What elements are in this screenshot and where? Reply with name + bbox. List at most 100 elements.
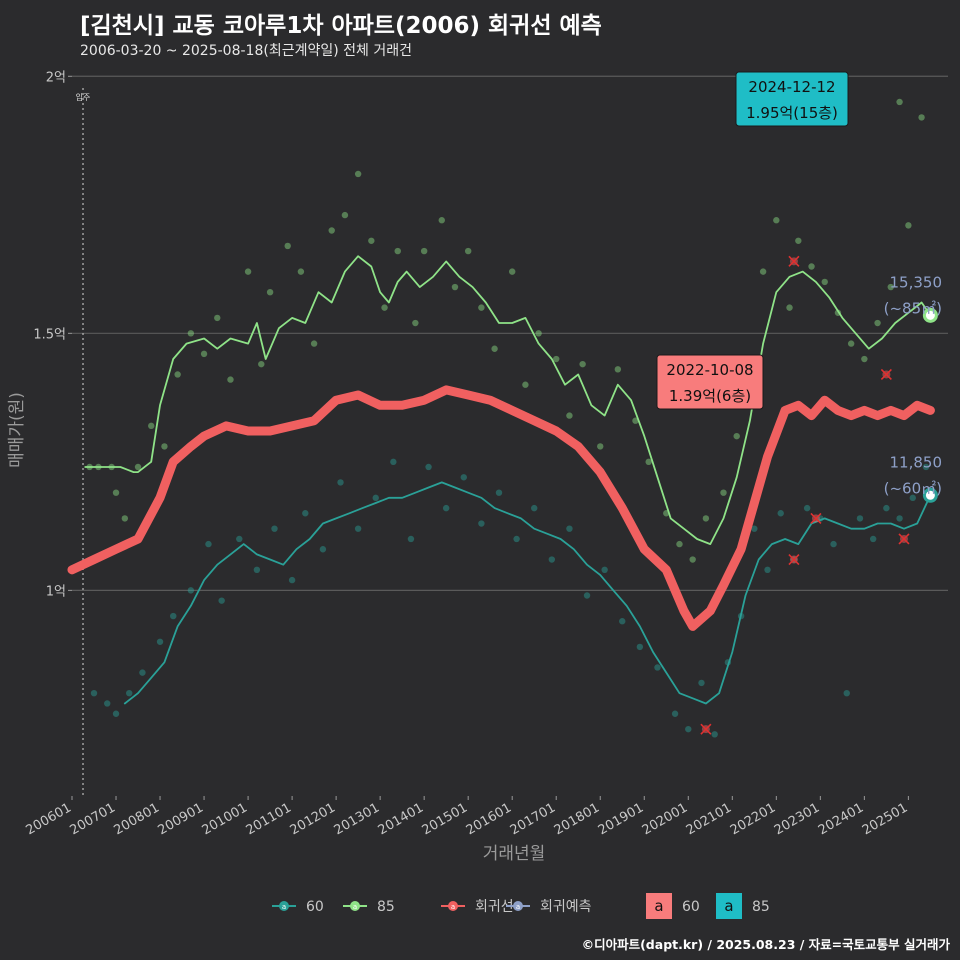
scatter-point-85 [412, 319, 419, 327]
scatter-point-85 [887, 283, 894, 291]
scatter-point-60 [764, 566, 771, 574]
y-tick-label: 2억 [46, 70, 66, 85]
y-axis-ticks: 1억 1.5억 2억 [33, 70, 72, 599]
x-tick-label: 201101 [244, 800, 294, 838]
annotation-box [656, 354, 764, 410]
scatter-point-60 [896, 515, 903, 522]
legend-box-label: 60 [682, 899, 700, 915]
scatter-point-85 [773, 217, 780, 224]
end-marker-85 [922, 307, 938, 323]
regression-cross-mark [700, 723, 712, 735]
scatter-point-85 [720, 489, 727, 496]
scatter-point-60 [271, 525, 278, 532]
legend-label: 회귀선 [475, 899, 514, 915]
scatter-point-60 [425, 463, 432, 471]
scatter-point-60 [698, 679, 705, 687]
scatter-point-85 [702, 515, 710, 522]
end-label-area-85: (~85㎡) [884, 299, 942, 317]
scatter-point-85 [847, 340, 855, 347]
scatter-point-85 [214, 314, 221, 322]
end-labels: 15,350 (~85㎡) 11,850 (~60㎡) [884, 273, 943, 503]
legend-box [716, 893, 742, 919]
scatter-point-85 [161, 443, 168, 450]
end-label-area-60: (~60㎡) [884, 479, 942, 497]
legend-glyph: a [451, 903, 455, 911]
x-tick-label: 202501 [860, 800, 910, 838]
legend-dot [279, 901, 289, 911]
annotation-box [735, 71, 849, 127]
scatter-point-60 [442, 504, 450, 512]
scatter-point-60 [126, 689, 133, 697]
x-tick-label: 201201 [288, 800, 338, 838]
scatter-point-85 [368, 237, 375, 244]
x-tick-label: 201601 [464, 800, 514, 838]
scatter-point-60 [407, 535, 415, 543]
scatter-point-85 [341, 211, 349, 219]
scatter-point-85 [645, 458, 652, 466]
scatter-point-85 [491, 345, 498, 352]
scatter-point-60 [685, 725, 692, 733]
x-tick-label: 201701 [508, 800, 558, 838]
x-tick-label: 201801 [552, 800, 602, 838]
regression-cross [898, 533, 910, 545]
x-tick-label: 200601 [24, 800, 74, 838]
scatter-point-60 [156, 638, 164, 645]
legend-box-item: a 85 [716, 893, 770, 919]
chart-subtitle: 2006-03-20 ~ 2025-08-18(최근계약일) 전체 거래건 [80, 43, 412, 59]
scatter-point-85 [795, 237, 802, 244]
scatter-point-60 [909, 494, 916, 502]
scatter-point-85 [509, 268, 516, 275]
x-tick-label: 202101 [684, 800, 734, 838]
annotation-value: 1.95억(15층) [746, 104, 838, 122]
series-line-60 [123, 481, 932, 705]
chart-title: [김천시] 교동 코아루1차 아파트(2006) 회귀선 예측 [80, 13, 602, 39]
scatter-point-85 [420, 247, 428, 255]
scatter-point-85 [112, 489, 120, 496]
x-tick-label: 201901 [596, 800, 646, 838]
y-tick-label: 1.5억 [33, 327, 66, 342]
x-tick-label: 201501 [420, 800, 470, 838]
scatter-point-60 [187, 587, 195, 594]
x-axis-ticks: 2006012007012008012009012010012011012012… [24, 796, 910, 838]
scatter-point-85 [381, 304, 388, 311]
scatter-point-85 [808, 263, 815, 270]
scatter-point-60 [830, 540, 837, 548]
legend-item: a 85 [343, 899, 395, 915]
scatter-point-85 [394, 247, 401, 255]
series-lines [67, 255, 935, 705]
scatter-point-60 [390, 458, 397, 466]
end-label-price-60: 11,850 [890, 453, 943, 471]
scatter-point-85 [566, 412, 573, 419]
x-tick-label: 201401 [376, 800, 426, 838]
scatter-point-85 [328, 227, 335, 234]
scatter-point-60 [566, 525, 573, 532]
scatter-point-85 [284, 242, 291, 250]
scatter-point-85 [227, 376, 234, 383]
scatter-point-60 [236, 535, 243, 543]
scatter-point-60 [636, 643, 644, 651]
legend-label: 회귀예측 [540, 899, 592, 915]
legend-glyph: a [282, 903, 286, 911]
annotations: 2024-12-12 1.95억(15층) 2022-10-08 1.39억(6층) [656, 71, 849, 410]
scatter-point-85 [438, 217, 445, 224]
scatter-point-85 [354, 170, 362, 178]
regression-cross [810, 512, 822, 524]
x-tick-label: 200901 [156, 800, 206, 838]
regression-cross [880, 368, 892, 381]
scatter-point-60 [619, 618, 626, 625]
end-label-price-85: 15,350 [890, 273, 943, 291]
scatter-point-85 [786, 304, 793, 311]
scatter-point-60 [856, 515, 864, 522]
scatter-point-60 [354, 525, 362, 532]
regression-cross-mark [880, 368, 892, 381]
y-tick-label: 1억 [46, 584, 66, 599]
scatter-point-85 [905, 222, 912, 229]
annotation-value: 1.39억(6층) [669, 387, 751, 405]
y-axis-title: 매매가(원) [7, 392, 27, 468]
x-tick-label: 200801 [112, 800, 162, 838]
scatter-point-60 [843, 689, 850, 697]
regression-cross [700, 723, 712, 735]
scatter-point-60 [288, 576, 296, 584]
scatter-point-85 [244, 268, 252, 275]
legend-box-label: 85 [752, 899, 770, 915]
